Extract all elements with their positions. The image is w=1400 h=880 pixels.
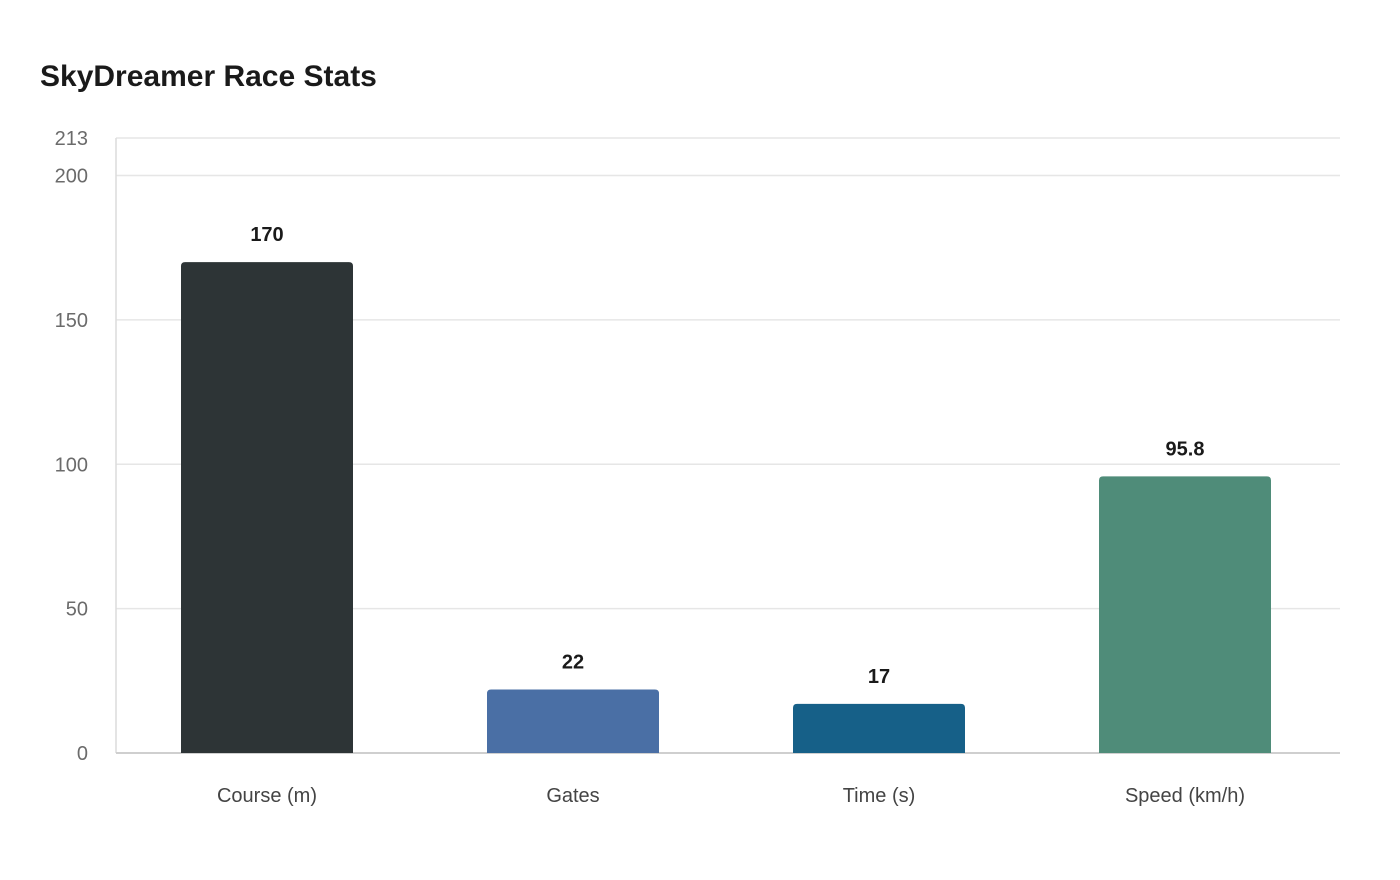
- bar-time-s: [793, 703, 965, 753]
- y-tick-label: 213: [55, 128, 88, 150]
- chart-title: SkyDreamer Race Stats: [40, 60, 377, 93]
- y-tick-label: 150: [55, 310, 88, 332]
- x-category-label: Speed (km/h): [1125, 785, 1245, 807]
- x-category-label: Course (m): [217, 785, 317, 807]
- bar-value-label: 17: [868, 666, 890, 688]
- y-tick-label: 100: [55, 454, 88, 476]
- bar-value-label: 170: [250, 224, 283, 246]
- bar-course-m: [181, 262, 353, 753]
- bar-gates: [487, 689, 659, 753]
- y-tick-label: 200: [55, 166, 88, 188]
- bar-value-label: 95.8: [1166, 438, 1205, 460]
- axes: 0 50 100 150 200 213: [55, 128, 1340, 765]
- labels: 170 Course (m) 22 Gates 17 Time (s) 95.8 Speed …: [217, 224, 1245, 807]
- y-tick-label: 0: [77, 743, 88, 765]
- bars: [181, 262, 1271, 753]
- bar-value-label: 22: [562, 651, 584, 673]
- x-category-label: Time (s): [843, 785, 916, 807]
- bar-speed-km-h: [1099, 476, 1271, 753]
- y-tick-label: 50: [66, 599, 88, 621]
- x-category-label: Gates: [546, 785, 599, 807]
